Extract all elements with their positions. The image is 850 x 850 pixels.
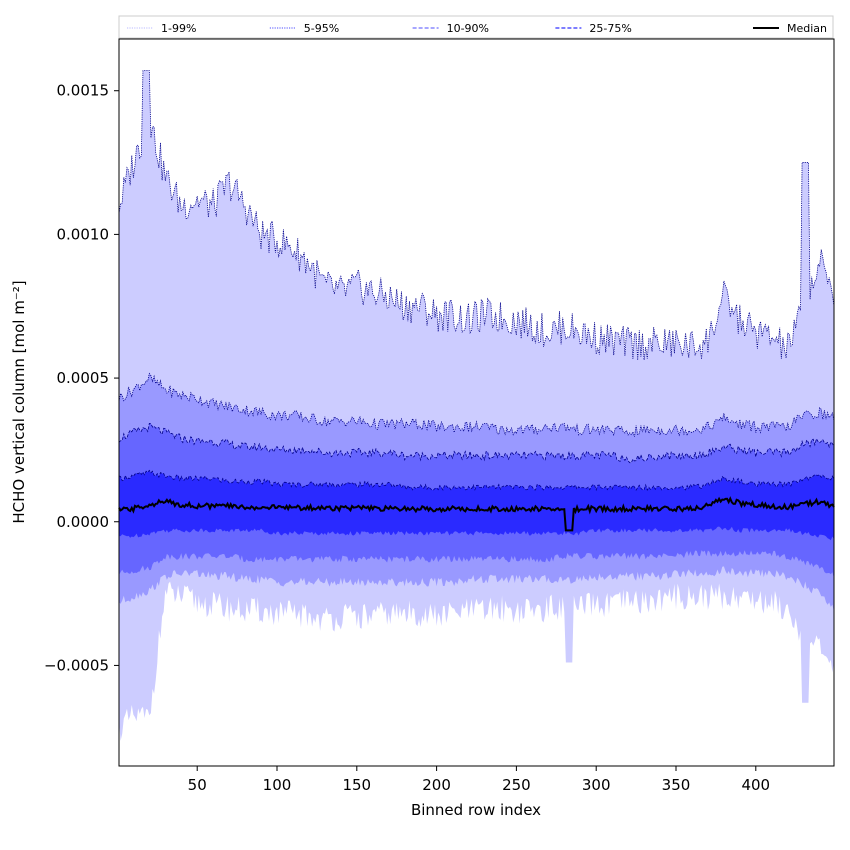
x-tick-label: 50 [188, 776, 207, 794]
x-tick-label: 400 [741, 776, 770, 794]
band-upper-edge-10-90- [118, 423, 835, 464]
legend-label: 1-99% [161, 22, 196, 35]
bands-layer [119, 70, 834, 741]
legend: 1-99% 5-95% 10-90% 25-75% Median [118, 15, 834, 39]
x-tick-label: 150 [342, 776, 371, 794]
band-upper-edge-25-75- [118, 469, 835, 492]
x-tick-label: 100 [263, 776, 292, 794]
y-tick-label: 0.0005 [57, 369, 110, 387]
legend-label: 5-95% [304, 22, 339, 35]
x-tick-label: 250 [502, 776, 531, 794]
band-upper-edge-5-95- [118, 372, 835, 437]
y-tick-label: 0.0000 [57, 513, 110, 531]
y-tick-label: −0.0005 [44, 656, 109, 674]
y-axis-label: HCHO vertical column [mol m⁻²] [10, 280, 28, 523]
legend-label: 25-75% [589, 22, 631, 35]
y-tick-label: 0.0010 [57, 225, 110, 243]
plot-frame [118, 38, 835, 767]
x-tick-label: 200 [422, 776, 451, 794]
axes-layer: 50 100 150 200 250 300 350 400 0.0015 0.0010 0.000… [44, 38, 835, 794]
band-upper-edge-1-99- [118, 70, 835, 361]
band-25-75- [119, 470, 834, 541]
x-tick-label: 350 [662, 776, 691, 794]
legend-label: Median [787, 22, 827, 35]
median-line [118, 496, 835, 532]
legend-label: 10-90% [447, 22, 489, 35]
legend-box [118, 15, 834, 39]
x-axis-label: Binned row index [411, 801, 541, 819]
x-tick-label: 300 [582, 776, 611, 794]
y-tick-label: 0.0015 [57, 82, 110, 100]
edges-layer [118, 70, 835, 532]
